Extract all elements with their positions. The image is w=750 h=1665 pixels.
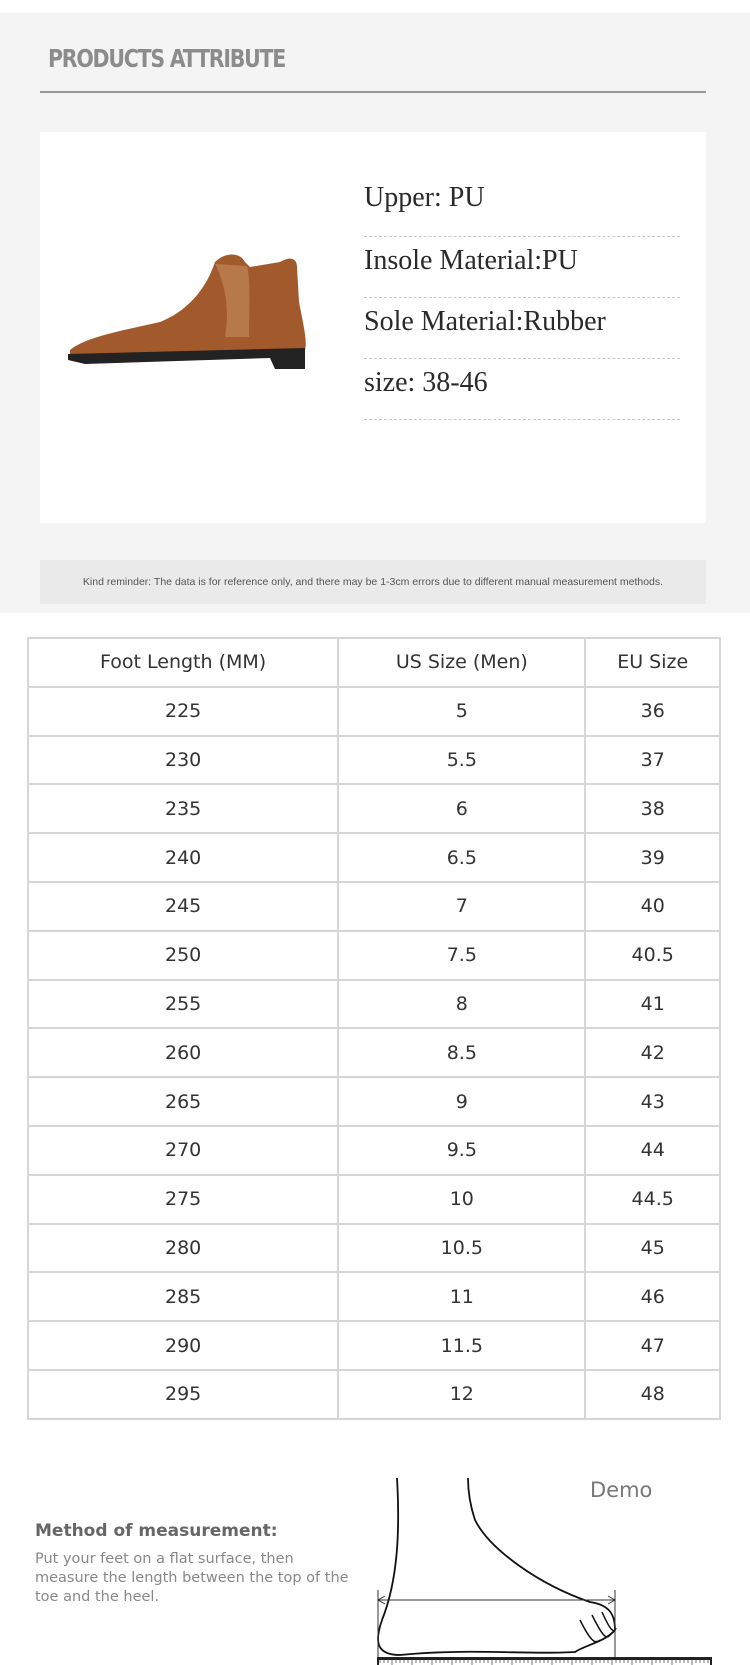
table-cell: 275 [26, 1173, 340, 1225]
table-cell: 245 [26, 880, 340, 932]
table-cell: 36 [584, 685, 721, 737]
table-cell: 9 [337, 1076, 587, 1127]
table-cell: 42 [584, 1027, 721, 1079]
table-cell: 12 [337, 1368, 587, 1420]
table-cell: 295 [26, 1368, 340, 1420]
table-header-row: Foot Length (MM) US Size (Men) EU Size [26, 637, 721, 688]
table-cell: 6.5 [337, 832, 587, 883]
table-cell: 240 [26, 832, 340, 883]
ruler-ticks [379, 1660, 709, 1665]
attribute-sole: Sole Material:Rubber [364, 298, 680, 359]
table-cell: 10.5 [337, 1222, 587, 1274]
kind-reminder: Kind reminder: The data is for reference… [40, 560, 706, 604]
table-cell: 37 [584, 734, 721, 786]
table-cell: 290 [26, 1320, 340, 1371]
table-cell: 11 [337, 1271, 587, 1323]
method-heading: Method of measurement: [35, 1521, 278, 1541]
table-cell: 7 [337, 880, 587, 932]
column-header: US Size (Men) [337, 637, 587, 688]
table-row: 235 6 38 [26, 783, 721, 835]
table-row: 280 10.5 45 [26, 1222, 721, 1274]
table-cell: 45 [584, 1222, 721, 1274]
table-row: 285 11 46 [26, 1271, 721, 1323]
table-cell: 5.5 [337, 734, 587, 786]
table-cell: 41 [584, 978, 721, 1030]
table-cell: 225 [26, 685, 340, 737]
table-cell: 40.5 [584, 929, 721, 981]
table-cell: 47 [584, 1320, 721, 1371]
product-card: Upper: PU Insole Material:PU Sole Materi… [40, 132, 706, 523]
chelsea-boot-image [68, 254, 306, 369]
table-row: 270 9.5 44 [26, 1124, 721, 1176]
table-row: 225 5 36 [26, 685, 721, 737]
table-cell: 255 [26, 978, 340, 1030]
table-row: 250 7.5 40.5 [26, 929, 721, 981]
table-cell: 265 [26, 1076, 340, 1127]
table-row: 240 6.5 39 [26, 832, 721, 883]
column-header: Foot Length (MM) [26, 637, 340, 688]
table-cell: 43 [584, 1076, 721, 1127]
table-cell: 48 [584, 1368, 721, 1420]
column-header: EU Size [584, 637, 721, 688]
section-title: PRODUCTS ATTRIBUTE [48, 44, 286, 73]
method-text: Put your feet on a flat surface, then me… [35, 1551, 349, 1605]
table-cell: 8 [337, 978, 587, 1030]
table-row: 230 5.5 37 [26, 734, 721, 786]
demo-label: Demo [590, 1478, 653, 1502]
attribute-upper: Upper: PU [364, 174, 680, 237]
attribute-insole: Insole Material:PU [364, 237, 680, 298]
table-cell: 280 [26, 1222, 340, 1274]
table-cell: 11.5 [337, 1320, 587, 1371]
table-cell: 9.5 [337, 1124, 587, 1176]
table-cell: 44 [584, 1124, 721, 1176]
attribute-size: size: 38-46 [364, 359, 680, 420]
attribute-list: Upper: PU Insole Material:PU Sole Materi… [364, 174, 680, 420]
table-cell: 39 [584, 832, 721, 883]
table-row: 255 8 41 [26, 978, 721, 1030]
table-cell: 46 [584, 1271, 721, 1323]
table-cell: 235 [26, 783, 340, 835]
table-cell: 230 [26, 734, 340, 786]
divider [40, 91, 706, 93]
table-cell: 44.5 [584, 1173, 721, 1225]
table-cell: 38 [584, 783, 721, 835]
foot-measurement-diagram [376, 1477, 712, 1665]
table-cell: 250 [26, 929, 340, 981]
table-row: 265 9 43 [26, 1076, 721, 1127]
table-cell: 40 [584, 880, 721, 932]
table-row: 290 11.5 47 [26, 1320, 721, 1371]
table-cell: 10 [337, 1173, 587, 1225]
table-row: 245 7 40 [26, 880, 721, 932]
table-cell: 8.5 [337, 1027, 587, 1079]
table-cell: 285 [26, 1271, 340, 1323]
size-table: Foot Length (MM) US Size (Men) EU Size 2… [26, 637, 721, 1420]
table-row: 295 12 48 [26, 1368, 721, 1420]
table-row: 260 8.5 42 [26, 1027, 721, 1079]
table-cell: 5 [337, 685, 587, 737]
table-row: 275 10 44.5 [26, 1173, 721, 1225]
table-cell: 260 [26, 1027, 340, 1079]
table-cell: 7.5 [337, 929, 587, 981]
table-cell: 6 [337, 783, 587, 835]
table-cell: 270 [26, 1124, 340, 1176]
